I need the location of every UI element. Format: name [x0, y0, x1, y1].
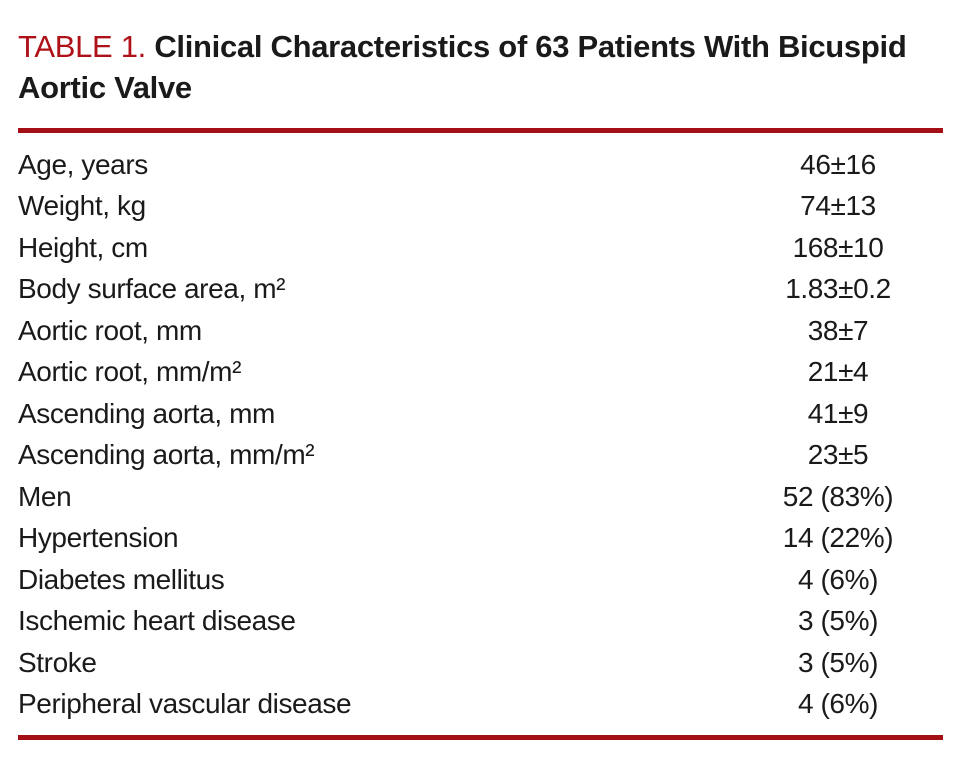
row-label: Weight, kg	[18, 190, 146, 222]
row-value: 23±5	[807, 439, 869, 471]
row-label: Aortic root, mm/m²	[18, 356, 242, 388]
table-row: Height, cm 168±10	[18, 227, 943, 269]
row-label: Age, years	[18, 148, 148, 180]
table-row: Body surface area, m² 1.83±0.2	[18, 269, 943, 311]
row-label: Hypertension	[18, 522, 179, 554]
table-row: Diabetes mellitus 4 (6%)	[18, 559, 943, 601]
table-number-label: TABLE 1.	[18, 29, 146, 64]
table-title-text: Clinical Characteristics of 63 Patients …	[18, 29, 907, 105]
table-row: Aortic root, mm/m² 21±4	[18, 352, 943, 394]
row-value: 21±4	[807, 356, 869, 388]
row-label: Body surface area, m²	[18, 273, 286, 305]
table-row: Stroke 3 (5%)	[18, 642, 943, 684]
row-label: Diabetes mellitus	[18, 563, 225, 595]
row-label: Aortic root, mm	[18, 314, 202, 346]
table-row: Ischemic heart disease 3 (5%)	[18, 601, 943, 643]
row-value: 74±13	[800, 190, 876, 222]
table-row: Age, years 46±16	[18, 144, 943, 186]
table-title: TABLE 1. Clinical Characteristics of 63 …	[18, 26, 938, 108]
row-value: 4 (6%)	[797, 688, 879, 720]
row-label: Men	[18, 480, 72, 512]
table-row: Hypertension 14 (22%)	[18, 518, 943, 560]
row-value: 3 (5%)	[797, 605, 879, 637]
row-value: 14 (22%)	[782, 522, 894, 554]
table-row: Ascending aorta, mm 41±9	[18, 393, 943, 435]
row-value: 1.83±0.2	[785, 273, 891, 305]
row-value: 52 (83%)	[782, 480, 894, 512]
row-value: 46±16	[800, 148, 876, 180]
row-label: Ascending aorta, mm/m²	[18, 439, 315, 471]
row-label: Ascending aorta, mm	[18, 397, 275, 429]
row-label: Ischemic heart disease	[18, 605, 296, 637]
table-row: Men 52 (83%)	[18, 476, 943, 518]
row-label: Stroke	[18, 646, 97, 678]
table-body: Age, years 46±16 Weight, kg 74±13 Height, cm…	[18, 144, 943, 725]
row-label: Height, cm	[18, 231, 148, 263]
row-value: 41±9	[807, 397, 869, 429]
row-value: 3 (5%)	[797, 646, 879, 678]
table-row: Aortic root, mm 38±7	[18, 310, 943, 352]
row-label: Peripheral vascular disease	[18, 688, 352, 720]
top-rule	[18, 128, 943, 133]
table-row: Weight, kg 74±13	[18, 186, 943, 228]
row-value: 168±10	[792, 231, 884, 263]
row-value: 38±7	[807, 314, 869, 346]
table-row: Ascending aorta, mm/m² 23±5	[18, 435, 943, 477]
table-row: Peripheral vascular disease 4 (6%)	[18, 684, 943, 726]
row-value: 4 (6%)	[797, 563, 879, 595]
bottom-rule	[18, 735, 943, 740]
